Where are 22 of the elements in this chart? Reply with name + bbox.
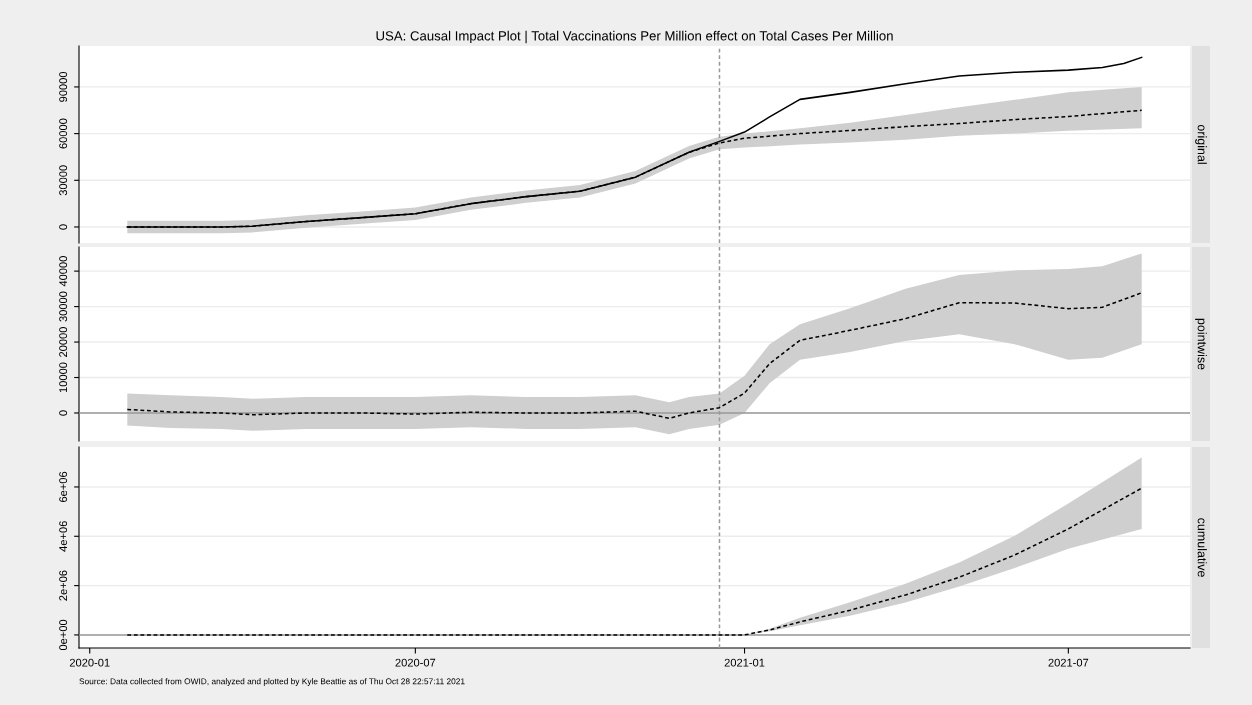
y-tick-label: 4e+06	[59, 521, 68, 552]
chart-title: USA: Causal Impact Plot | Total Vaccinations Per Million effect on Total Cases Per Million	[376, 30, 893, 44]
y-tick-label: 0	[59, 410, 68, 416]
y-tick-label: 0	[59, 224, 68, 230]
y-tick-label: 60000	[59, 118, 68, 149]
y-tick-label: 20000	[59, 327, 68, 357]
y-tick-label: 0e+00	[59, 619, 68, 651]
text: cumulative	[1197, 518, 1207, 577]
y-tick-label: 90000	[59, 71, 68, 102]
x-tick-label: 2021-07	[1048, 658, 1089, 667]
y-tick-label: 30000	[59, 165, 68, 196]
text: original	[1195, 124, 1207, 164]
source-note: Source: Data collected from OWID, analyzed and plotted by Kyle Beattie as of Thu Oct 28 22:57:11 2021	[79, 678, 465, 686]
x-tick-label: 2020-01	[69, 658, 110, 667]
y-tick-label: 2e+06	[59, 570, 68, 601]
x-tick-label: 2020-07	[395, 658, 436, 667]
x-tick-label: 2021-01	[724, 658, 765, 667]
text: pointwise	[1195, 318, 1207, 370]
y-tick-label: 6e+06	[59, 471, 68, 502]
y-tick-label: 10000	[59, 362, 68, 393]
y-tick-label: 40000	[59, 256, 68, 287]
y-tick-label: 30000	[59, 291, 68, 322]
